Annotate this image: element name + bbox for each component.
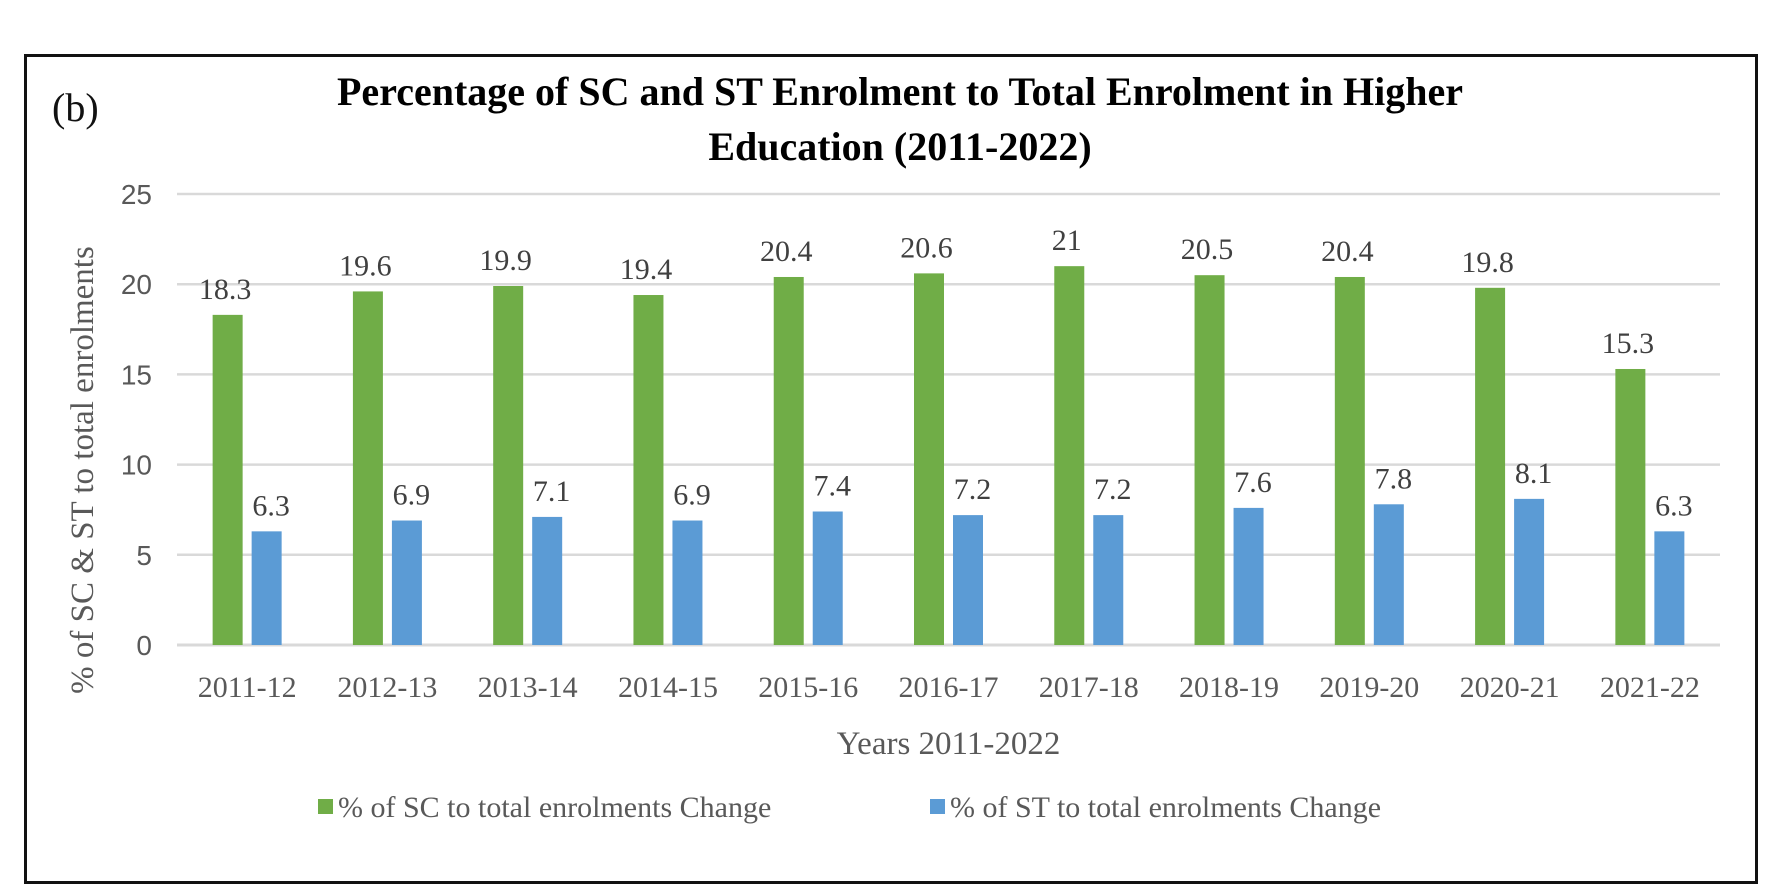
legend-item: % of ST to total enrolments Change [930, 791, 1381, 824]
st-bar [251, 531, 282, 645]
bar-chart: 0 5 10 15 20 25 18.3 19.6 19.9 19.4 20.4 20.6 21 20.… [65, 179, 1720, 824]
sc-data-label: 20.4 [760, 235, 813, 268]
sc-bar [493, 286, 524, 645]
sc-bar [1475, 287, 1506, 645]
sc-bar [1334, 276, 1365, 645]
st-bar [532, 516, 563, 645]
chart-title-line-1: Percentage of SC and ST Enrolment to Tot… [337, 69, 1463, 114]
x-tick-label: 2012-13 [337, 671, 437, 704]
panel-label: (b) [52, 85, 99, 130]
st-data-label: 6.9 [393, 479, 431, 512]
sc-bar [1194, 275, 1225, 645]
st-data-label: 7.6 [1234, 466, 1272, 499]
sc-data-label: 21 [1052, 224, 1082, 257]
st-data-label: 6.3 [252, 489, 290, 522]
chart-title: Percentage of SC and ST Enrolment to Tot… [200, 64, 1600, 174]
sc-bar [1054, 266, 1085, 645]
sc-data-label: 18.3 [199, 273, 252, 306]
chart-title-line-2: Education (2011-2022) [708, 124, 1092, 169]
legend-label: % of ST to total enrolments Change [950, 791, 1381, 824]
st-bar [391, 520, 422, 645]
legend: % of SC to total enrolments Change % of S… [318, 791, 1381, 824]
y-tick-label: 25 [121, 179, 152, 210]
st-bar [812, 511, 843, 645]
sc-data-label: 20.5 [1181, 233, 1234, 266]
x-tick-labels: 2011-12 2012-13 2013-14 2014-15 2015-16 2016-… [198, 671, 1700, 704]
x-tick-label: 2018-19 [1179, 671, 1279, 704]
st-bar [1093, 515, 1124, 645]
sc-data-label: 20.6 [900, 231, 953, 264]
st-data-label: 8.1 [1515, 457, 1553, 490]
st-bar [1654, 531, 1685, 645]
legend-swatch [930, 799, 945, 814]
st-bar [1373, 504, 1404, 645]
y-tick-label: 20 [121, 269, 152, 300]
st-data-label: 7.2 [1094, 473, 1132, 506]
st-bar [1233, 507, 1264, 645]
y-tick-label: 15 [121, 359, 152, 390]
sc-bar [352, 291, 383, 645]
y-axis-title: % of SC & ST to total enrolments [65, 246, 101, 694]
sc-data-label: 19.8 [1461, 246, 1514, 279]
sc-bar [914, 273, 944, 645]
x-tick-label: 2016-17 [899, 671, 999, 704]
sc-data-label: 15.3 [1602, 327, 1655, 360]
x-tick-label: 2013-14 [478, 671, 578, 704]
sc-data-label: 20.4 [1321, 235, 1374, 268]
st-bar [672, 520, 703, 645]
chart-frame [24, 54, 1758, 884]
x-tick-label: 2011-12 [198, 671, 297, 704]
data-labels: 18.3 19.6 19.9 19.4 20.4 20.6 21 20.5 20.4 19.8 15… [199, 224, 1693, 522]
legend-label: % of SC to total enrolments Change [338, 791, 771, 824]
y-tick-label: 0 [136, 630, 152, 661]
x-tick-label: 2021-22 [1600, 671, 1700, 704]
st-data-label: 7.4 [813, 470, 851, 503]
x-axis-title: Years 2011-2022 [837, 726, 1061, 762]
sc-bar [773, 276, 804, 645]
sc-bar [212, 314, 243, 645]
st-data-label: 7.1 [533, 475, 571, 508]
st-data-label: 7.8 [1375, 462, 1413, 495]
sc-data-label: 19.4 [620, 253, 673, 286]
sc-bar [633, 295, 664, 645]
sc-data-label: 19.9 [479, 244, 532, 277]
bars [212, 266, 1685, 645]
st-bar [1514, 498, 1545, 645]
st-data-label: 6.9 [673, 479, 711, 512]
sc-bar [1615, 368, 1646, 645]
x-tick-label: 2014-15 [618, 671, 718, 704]
x-tick-label: 2020-21 [1460, 671, 1560, 704]
legend-item: % of SC to total enrolments Change [318, 791, 771, 824]
sc-data-label: 19.6 [339, 249, 392, 282]
st-bar [953, 515, 983, 645]
y-tick-label: 5 [136, 540, 152, 571]
legend-swatch [318, 799, 333, 814]
y-tick-labels: 0 5 10 15 20 25 [121, 179, 152, 661]
x-tick-label: 2019-20 [1319, 671, 1419, 704]
st-data-label: 7.2 [954, 473, 992, 506]
st-data-label: 6.3 [1655, 489, 1693, 522]
x-tick-label: 2015-16 [758, 671, 858, 704]
y-tick-label: 10 [121, 450, 152, 481]
x-tick-label: 2017-18 [1039, 671, 1139, 704]
gridlines [177, 192, 1720, 647]
